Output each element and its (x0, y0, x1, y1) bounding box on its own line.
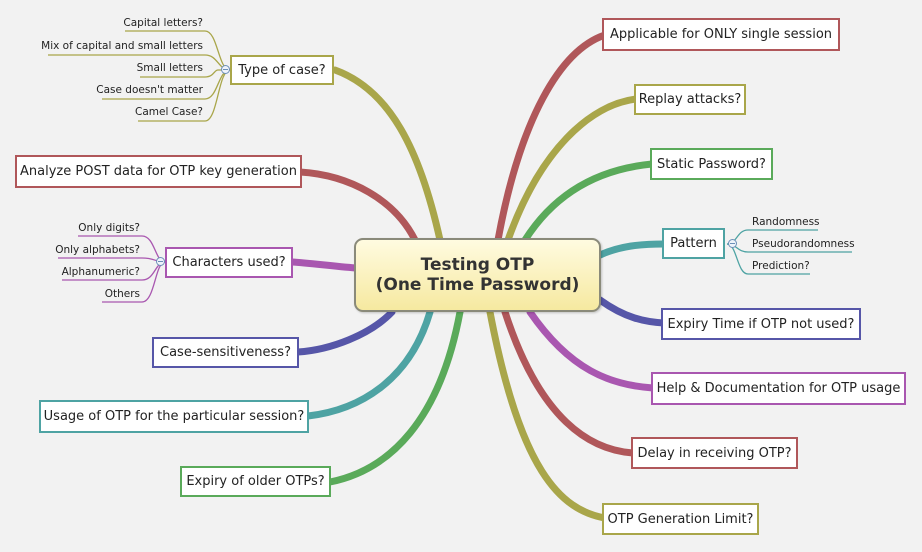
topic-delay-receiving[interactable]: Delay in receiving OTP? (631, 437, 798, 469)
branch-static (521, 160, 656, 244)
branch-case-sensitive (294, 308, 396, 356)
leaf-case-doesnt-matter[interactable]: Case doesn't matter (96, 84, 203, 96)
collapse-toggle-icon[interactable] (156, 257, 165, 266)
branch-help-docs (526, 308, 657, 392)
leaf-only-alphabets[interactable]: Only alphabets? (55, 244, 140, 256)
topic-help-docs[interactable]: Help & Documentation for OTP usage (651, 372, 906, 405)
branch-single-session (494, 31, 609, 244)
branch-replay (504, 95, 640, 244)
topic-pattern[interactable]: Pattern (662, 228, 725, 259)
topic-case-sensitiveness[interactable]: Case-sensitiveness? (152, 337, 299, 368)
central-topic[interactable]: Testing OTP (One Time Password) (354, 238, 601, 312)
topic-analyze-post[interactable]: Analyze POST data for OTP key generation (15, 155, 302, 188)
leaf-randomness[interactable]: Randomness (752, 216, 820, 228)
collapse-toggle-icon[interactable] (728, 239, 737, 248)
leaf-mixed-case[interactable]: Mix of capital and small letters (41, 40, 203, 52)
leaf-alphanumeric[interactable]: Alphanumeric? (61, 266, 140, 278)
branch-pattern (596, 240, 668, 259)
topic-generation-limit[interactable]: OTP Generation Limit? (602, 503, 759, 535)
leaf-camel-case[interactable]: Camel Case? (135, 106, 203, 118)
leaf-pseudorandomness[interactable]: Pseudorandomness (752, 238, 855, 250)
topic-characters-used[interactable]: Characters used? (165, 247, 293, 278)
topic-usage-session[interactable]: Usage of OTP for the particular session? (39, 400, 309, 433)
central-title: Testing OTP (420, 255, 535, 275)
leaf-only-digits[interactable]: Only digits? (78, 222, 140, 234)
central-subtitle: (One Time Password) (375, 275, 580, 295)
branch-characters (288, 258, 360, 272)
topic-static-password[interactable]: Static Password? (650, 148, 773, 180)
topic-single-session[interactable]: Applicable for ONLY single session (602, 18, 840, 51)
leaf-prediction[interactable]: Prediction? (752, 260, 810, 272)
topic-expiry-time[interactable]: Expiry Time if OTP not used? (661, 308, 861, 340)
leaf-capital-letters[interactable]: Capital letters? (123, 17, 203, 29)
branch-expiry-older (326, 308, 464, 486)
topic-expiry-older[interactable]: Expiry of older OTPs? (180, 466, 331, 497)
branch-type-of-case (331, 66, 444, 244)
branch-analyze-post (296, 168, 419, 244)
branch-delay (501, 308, 637, 457)
branch-usage-session (304, 308, 434, 420)
branch-generation-limit (486, 308, 609, 522)
branch-expiry-time (596, 296, 668, 327)
topic-replay-attacks[interactable]: Replay attacks? (634, 84, 746, 115)
leaf-small-letters[interactable]: Small letters (136, 62, 203, 74)
leaf-others[interactable]: Others (104, 288, 140, 300)
collapse-toggle-icon[interactable] (221, 65, 230, 74)
topic-type-of-case[interactable]: Type of case? (230, 55, 334, 85)
